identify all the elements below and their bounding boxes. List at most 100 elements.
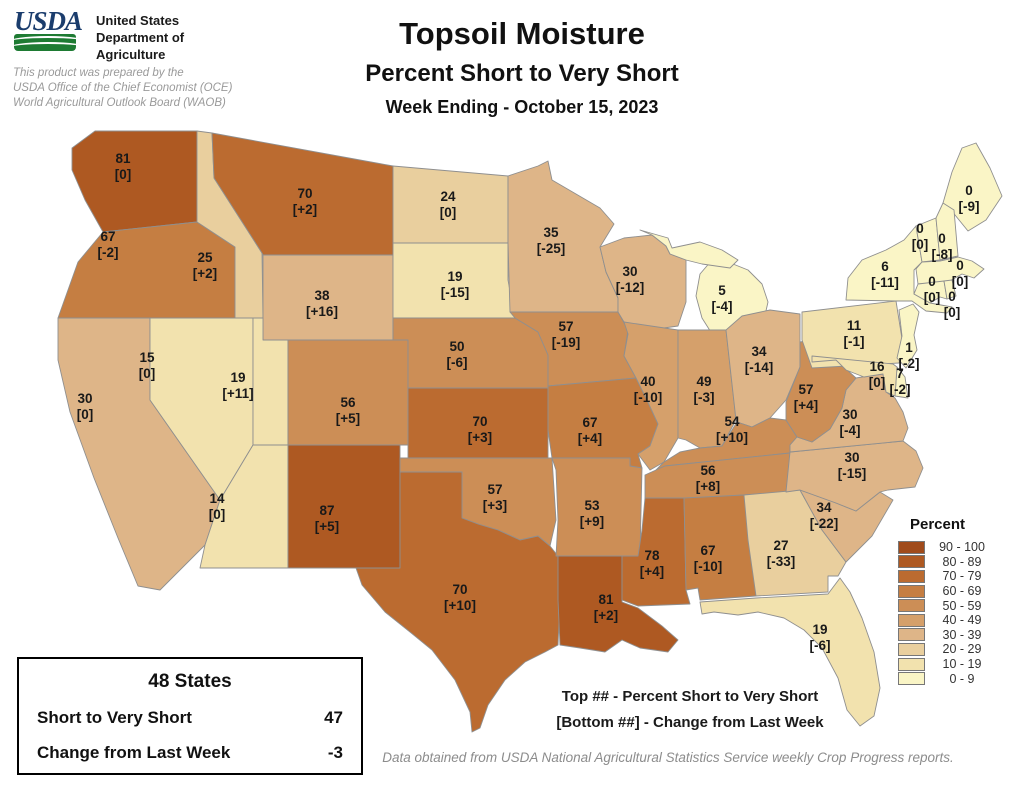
- map-legend: Percent 90 - 100 80 - 89 70 - 79 60 - 69 50 …: [898, 516, 1020, 686]
- state-WY-change-label: [+16]: [306, 304, 338, 319]
- usda-logo-swoosh-icon: [14, 34, 76, 51]
- legend-swatch: [898, 628, 925, 642]
- state-VT-value-label: 0: [916, 221, 924, 236]
- state-MT-change-label: [+2]: [293, 202, 317, 217]
- state-MN: [507, 160, 619, 313]
- legend-item: 0 - 9: [898, 671, 1020, 686]
- state-NJ-change-label: [-2]: [899, 356, 920, 371]
- state-MI: [639, 229, 739, 269]
- state-TX: [355, 471, 561, 733]
- legend-item: 70 - 79: [898, 569, 1020, 584]
- state-ID-value-label: 25: [197, 250, 213, 265]
- state-TN-value-label: 56: [700, 463, 716, 478]
- state-IA-change-label: [-19]: [552, 335, 581, 350]
- state-UT-value-label: 19: [230, 370, 245, 385]
- state-MN-change-label: [-25]: [537, 241, 566, 256]
- summary-label: Short to Very Short: [37, 708, 192, 727]
- state-MS-value-label: 78: [644, 548, 660, 563]
- state-MI-change-label: [-4]: [712, 299, 733, 314]
- legend-range-label: 70 - 79: [942, 569, 982, 584]
- state-KS-change-label: [+3]: [468, 430, 492, 445]
- legend-swatch: [898, 657, 925, 671]
- state-NE-value-label: 50: [449, 339, 464, 354]
- state-AL-value-label: 67: [700, 543, 715, 558]
- page-title: Topsoil Moisture: [399, 16, 645, 51]
- page-subtitle: Percent Short to Very Short: [365, 60, 679, 87]
- state-WI-value-label: 30: [622, 264, 637, 279]
- state-NV-value-label: 15: [139, 350, 155, 365]
- state-NY: [845, 225, 953, 314]
- state-CO-value-label: 56: [340, 395, 356, 410]
- state-CA-value-label: 30: [77, 391, 92, 406]
- state-MD-value-label: 16: [869, 359, 885, 374]
- legend-range-label: 90 - 100: [939, 540, 985, 555]
- state-WI-change-label: [-12]: [616, 280, 645, 295]
- state-IN-change-label: [-3]: [694, 390, 715, 405]
- state-WV-change-label: [+4]: [794, 398, 818, 413]
- state-AR-change-label: [+9]: [580, 514, 604, 529]
- agency-name: United States Department of Agriculture: [96, 13, 185, 62]
- summary-box: 48 States Short to Very Short 47 Change …: [17, 657, 363, 775]
- state-VA-value-label: 30: [842, 407, 857, 422]
- legend-swatch: [898, 540, 925, 554]
- state-NY-value-label: 6: [881, 259, 889, 274]
- legend-range-label: 80 - 89: [942, 554, 982, 569]
- state-FL-change-label: [-6]: [810, 638, 831, 653]
- prepared-by-note: This product was prepared by the USDA Of…: [13, 67, 233, 109]
- state-IL-change-label: [-10]: [634, 390, 663, 405]
- state-NY-change-label: [-11]: [871, 275, 899, 290]
- state-UT-change-label: [+11]: [222, 386, 253, 401]
- state-MS-change-label: [+4]: [640, 564, 664, 579]
- state-ND-change-label: [0]: [440, 205, 457, 220]
- state-OR-change-label: [-2]: [98, 245, 119, 260]
- state-NJ: [896, 303, 920, 369]
- state-NH: [935, 202, 959, 261]
- legend-range-label: 20 - 29: [942, 642, 982, 657]
- state-IL-value-label: 40: [640, 374, 655, 389]
- state-OR-value-label: 67: [100, 229, 115, 244]
- state-LA-change-label: [+2]: [594, 608, 618, 623]
- state-OH-value-label: 34: [751, 344, 767, 359]
- state-MT-value-label: 70: [297, 186, 312, 201]
- state-GA-change-label: [-33]: [767, 554, 796, 569]
- state-MA-change-label: [0]: [952, 274, 969, 289]
- state-KY-value-label: 54: [724, 414, 740, 429]
- state-MI-value-label: 5: [718, 283, 726, 298]
- state-AR-value-label: 53: [584, 498, 600, 513]
- usda-logo: USDA: [14, 6, 83, 54]
- state-KY-change-label: [+10]: [716, 430, 748, 445]
- usda-wordmark: USDA: [14, 6, 83, 36]
- state-SC-value-label: 34: [816, 500, 832, 515]
- state-OK-value-label: 57: [487, 482, 502, 497]
- data-source-note: Data obtained from USDA National Agricul…: [382, 750, 954, 765]
- state-PA-value-label: 11: [847, 318, 862, 333]
- legend-item: 10 - 19: [898, 657, 1020, 672]
- state-MD-change-label: [0]: [869, 375, 886, 390]
- legend-item: 30 - 39: [898, 628, 1020, 643]
- key-top-line: Top ## - Percent Short to Very Short: [561, 688, 819, 705]
- state-KS-value-label: 70: [472, 414, 487, 429]
- week-ending-label: Week Ending - October 15, 2023: [385, 97, 659, 117]
- state-AZ-value-label: 14: [209, 491, 225, 506]
- state-MA-value-label: 0: [956, 258, 964, 273]
- state-WV-value-label: 57: [798, 382, 813, 397]
- state-AL-change-label: [-10]: [694, 559, 723, 574]
- state-AZ-change-label: [0]: [209, 507, 226, 522]
- state-GA-value-label: 27: [773, 538, 788, 553]
- state-CA-change-label: [0]: [77, 407, 94, 422]
- state-CT-change-label: [0]: [924, 290, 941, 305]
- state-WA-value-label: 81: [115, 151, 131, 166]
- state-WY-value-label: 38: [314, 288, 330, 303]
- title-block: Topsoil Moisture Percent Short to Very S…: [312, 16, 732, 118]
- legend-swatch: [898, 584, 925, 598]
- state-OK-change-label: [+3]: [483, 498, 507, 513]
- state-WA: [71, 130, 198, 233]
- legend-swatch: [898, 613, 925, 627]
- legend-swatch: [898, 642, 925, 656]
- legend-range-label: 60 - 69: [942, 584, 982, 599]
- state-ID-change-label: [+2]: [193, 266, 217, 281]
- state-NM-change-label: [+5]: [315, 519, 339, 534]
- state-NE-change-label: [-6]: [447, 355, 468, 370]
- state-TX-change-label: [+10]: [444, 598, 476, 613]
- state-VA-change-label: [-4]: [840, 423, 861, 438]
